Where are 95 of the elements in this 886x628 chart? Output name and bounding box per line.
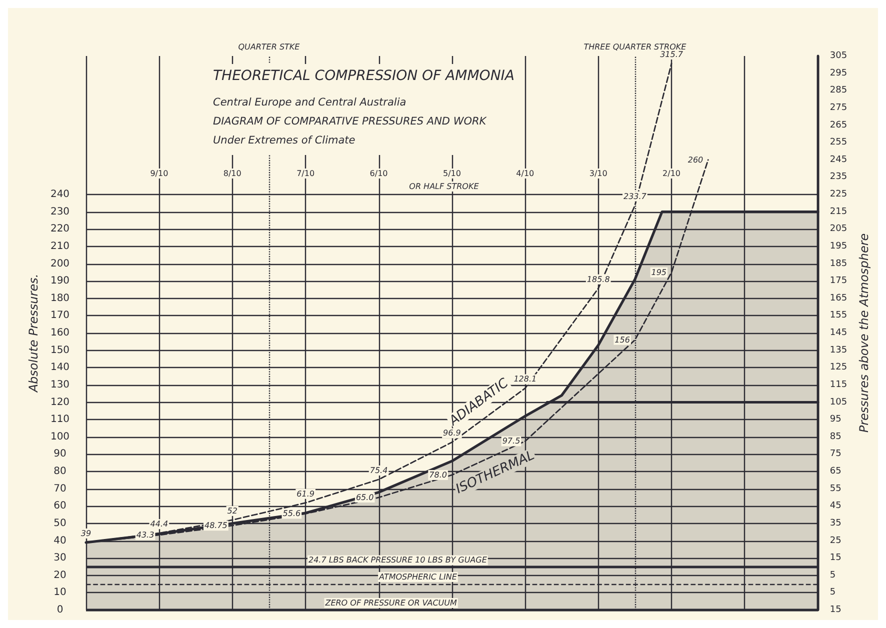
data-label: 97.5 (502, 436, 520, 446)
ref-line-label: 24.7 LBS BACK PRESSURE 10 LBS BY GUAGE (308, 556, 488, 565)
y-tick-label: 70 (54, 483, 66, 494)
y2-tick-label: 105 (830, 397, 848, 408)
y2-tick-label: 45 (830, 501, 842, 512)
y2-tick-label: 225 (830, 190, 848, 200)
x-tick-label: 2/10 (662, 169, 681, 178)
y2-tick-label: 155 (830, 310, 848, 321)
data-label: 55.6 (282, 509, 301, 518)
y2-tick-label: 85 (830, 432, 842, 442)
data-label: 39 (80, 528, 92, 538)
data-label: 260 (688, 155, 704, 164)
y-tick-label: 150 (50, 344, 70, 356)
data-label: 61.9 (296, 489, 314, 498)
y-tick-label: 220 (50, 224, 70, 235)
y-tick-label: 10 (54, 587, 66, 598)
y-tick-label: 0 (56, 604, 64, 616)
y-tick-label: 210 (50, 240, 70, 252)
y-tick-label: 120 (50, 396, 70, 408)
x-tick-label: 7/10 (296, 169, 315, 178)
y2-tick-label: 285 (830, 86, 848, 96)
y2-tick-label: 195 (830, 241, 848, 252)
y2-tick-label: 35 (830, 518, 842, 528)
x-tick-label: 4/10 (516, 169, 534, 178)
y-tick-label: 20 (54, 570, 66, 581)
data-label: 48.75 (204, 521, 228, 530)
data-label: 75.4 (370, 466, 388, 475)
y2-tick-label: 185 (830, 258, 848, 269)
y2-tick-label: 275 (830, 102, 848, 113)
ref-line-label: QUARTER STKE (238, 42, 301, 52)
y2-tick-label: 215 (830, 206, 848, 217)
y2-tick-label: 235 (830, 172, 848, 182)
y2-tick-label: 65 (830, 466, 842, 476)
data-label: 43.3 (136, 530, 154, 540)
data-label: 128.1 (514, 374, 537, 384)
y2-tick-label: 125 (830, 362, 848, 373)
x-tick-label: 3/10 (589, 169, 608, 178)
y-tick-label: 160 (50, 328, 70, 338)
y2-tick-label: 135 (830, 345, 848, 356)
y2-tick-label: 295 (830, 68, 848, 78)
y-tick-label: 40 (54, 535, 66, 546)
data-label: 185.8 (586, 274, 610, 284)
ref-line-label: ZERO OF PRESSURE OR VACUUM (324, 598, 458, 608)
ref-line-label: THREE QUARTER STROKE (584, 42, 688, 52)
y2-tick-label: 175 (830, 276, 848, 286)
y-tick-label: 90 (54, 448, 66, 460)
data-label: 195 (651, 268, 667, 277)
data-label: 52 (227, 506, 238, 516)
y2-tick-label: 15 (830, 553, 842, 564)
y-tick-label: 100 (50, 431, 70, 442)
data-label: 44.4 (150, 520, 168, 529)
y-tick-label: 190 (50, 276, 70, 287)
text: Central Europe and Central Australia DIAGRAM OF COMPARATIVE PRESSURES AND WORK Under Extremes of Climate (213, 96, 488, 146)
y2-tick-label: 305 (830, 51, 848, 61)
y-tick-label: 240 (50, 189, 70, 200)
y-tick-label: 50 (54, 518, 66, 529)
y2-tick-label: 55 (830, 484, 842, 494)
y-tick-label: 180 (50, 292, 70, 304)
y-axis-title: Absolute Pressures. (26, 274, 41, 394)
y2-tick-label: 5 (830, 570, 836, 580)
y-tick-label: 230 (50, 206, 70, 218)
y2-tick-label: 5 (830, 588, 836, 598)
y-tick-label: 60 (54, 500, 66, 512)
y2-tick-label: 115 (830, 380, 848, 390)
annotation: OR HALF STROKE (409, 182, 480, 191)
text: THEORETICAL COMPRESSION OF AMMONIA (213, 68, 514, 84)
data-label: 78.0 (429, 470, 447, 480)
x-tick-label: 6/10 (370, 169, 388, 178)
y2-tick-label: 245 (830, 154, 848, 165)
y2-tick-label: 75 (830, 449, 842, 460)
y-tick-label: 30 (54, 552, 66, 564)
y-tick-label: 140 (50, 362, 70, 374)
y2-tick-label: 255 (830, 138, 848, 148)
data-label: 233.7 (623, 192, 648, 201)
y2-tick-label: 15 (830, 605, 842, 615)
y-tick-label: 130 (50, 379, 70, 390)
y2-tick-label: 205 (830, 224, 848, 234)
x-tick-label: 5/10 (442, 169, 461, 178)
y2-tick-label: 145 (830, 328, 848, 338)
data-label: 96.9 (443, 428, 461, 438)
data-label: 156 (614, 335, 630, 344)
y2-tick-label: 25 (830, 536, 842, 546)
y2-tick-label: 165 (830, 293, 848, 304)
ref-line-label: ATMOSPHERIC LINE (378, 572, 458, 582)
x-tick-label: 9/10 (150, 169, 168, 178)
y2-tick-label: 265 (830, 120, 848, 130)
y-tick-label: 80 (54, 466, 66, 477)
y-tick-label: 110 (50, 414, 70, 426)
y-tick-label: 200 (50, 258, 70, 270)
data-label: 65.0 (356, 492, 374, 502)
data-label: 315.7 (660, 50, 684, 59)
x-tick-label: 8/10 (223, 169, 242, 178)
y-tick-label: 170 (50, 310, 70, 322)
y2-tick-label: 95 (830, 414, 842, 425)
y2-axis-title: Pressures above the Atmosphere (857, 233, 871, 433)
